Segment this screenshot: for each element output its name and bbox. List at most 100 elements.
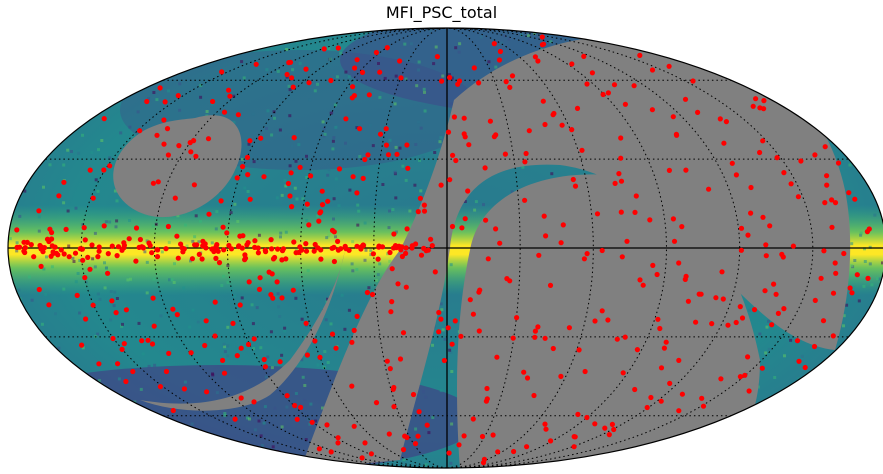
point-source	[358, 246, 363, 251]
noise-pixel	[274, 103, 277, 106]
noise-pixel	[325, 236, 328, 239]
point-source	[240, 233, 245, 238]
point-source	[571, 177, 576, 182]
point-source	[706, 187, 711, 192]
noise-pixel	[782, 406, 785, 409]
noise-pixel	[413, 184, 416, 187]
noise-pixel	[303, 399, 306, 402]
point-source	[120, 347, 125, 352]
point-source	[268, 292, 273, 297]
noise-pixel	[125, 432, 128, 435]
noise-pixel	[100, 139, 103, 142]
point-source	[14, 227, 19, 232]
noise-pixel	[683, 449, 686, 452]
point-source	[221, 225, 226, 230]
point-source	[252, 336, 257, 341]
noise-pixel	[717, 462, 720, 465]
point-source	[498, 49, 503, 54]
noise-pixel	[97, 190, 100, 193]
noise-pixel	[257, 453, 260, 456]
point-source	[821, 248, 826, 253]
noise-pixel	[115, 219, 118, 222]
point-source	[417, 409, 422, 414]
point-source	[151, 181, 156, 186]
point-source	[439, 79, 444, 84]
noise-pixel	[508, 38, 511, 41]
noise-pixel	[458, 42, 461, 45]
noise-pixel	[10, 29, 13, 32]
noise-pixel	[785, 409, 788, 412]
noise-pixel	[266, 109, 269, 112]
noise-pixel	[458, 51, 461, 54]
noise-pixel	[271, 366, 274, 369]
point-source	[796, 194, 801, 199]
point-source	[430, 243, 435, 248]
point-source	[548, 283, 553, 288]
point-source	[795, 338, 800, 343]
noise-pixel	[853, 259, 856, 262]
noise-pixel	[817, 33, 820, 36]
point-source	[206, 136, 211, 141]
noise-pixel	[5, 140, 8, 143]
noise-pixel	[322, 120, 325, 123]
point-source	[292, 403, 297, 408]
noise-pixel	[849, 164, 852, 167]
noise-pixel	[31, 299, 34, 302]
point-source	[303, 67, 308, 72]
noise-pixel	[870, 283, 873, 286]
noise-pixel	[12, 88, 15, 91]
noise-pixel	[779, 31, 782, 34]
point-source	[200, 256, 205, 261]
noise-pixel	[365, 249, 368, 252]
noise-pixel	[32, 372, 35, 375]
noise-pixel	[427, 431, 430, 434]
point-source	[106, 251, 111, 256]
noise-pixel	[807, 400, 810, 403]
noise-pixel	[344, 142, 347, 145]
point-source	[495, 449, 500, 454]
point-source	[584, 415, 589, 420]
noise-pixel	[769, 443, 772, 446]
point-source	[774, 292, 779, 297]
noise-pixel	[289, 164, 292, 167]
point-source	[357, 126, 362, 131]
noise-pixel	[161, 250, 164, 253]
point-source	[222, 371, 227, 376]
noise-pixel	[51, 39, 54, 42]
point-source	[525, 375, 530, 380]
point-source	[462, 433, 467, 438]
noise-pixel	[52, 30, 55, 33]
point-source	[80, 258, 85, 263]
noise-pixel	[876, 277, 879, 280]
noise-pixel	[338, 204, 341, 207]
noise-pixel	[277, 70, 280, 73]
noise-pixel	[283, 329, 286, 332]
point-source	[745, 233, 750, 238]
noise-pixel	[108, 82, 111, 85]
noise-pixel	[173, 262, 176, 265]
point-source	[101, 167, 106, 172]
noise-pixel	[233, 203, 236, 206]
noise-pixel	[748, 309, 751, 312]
noise-pixel	[865, 104, 868, 107]
point-source	[442, 358, 447, 363]
point-source	[56, 193, 61, 198]
point-source	[510, 73, 515, 78]
point-source	[163, 99, 168, 104]
noise-pixel	[875, 422, 878, 425]
point-source	[115, 361, 120, 366]
point-source	[174, 234, 179, 239]
point-source	[203, 245, 208, 250]
point-source	[127, 236, 132, 241]
point-source	[416, 209, 421, 214]
point-source	[251, 399, 256, 404]
point-source	[256, 250, 261, 255]
noise-pixel	[38, 449, 41, 452]
point-source	[332, 229, 337, 234]
point-source	[567, 325, 572, 330]
noise-pixel	[768, 64, 771, 67]
noise-pixel	[689, 47, 692, 50]
noise-pixel	[394, 171, 397, 174]
point-source	[709, 321, 714, 326]
point-source	[615, 337, 620, 342]
